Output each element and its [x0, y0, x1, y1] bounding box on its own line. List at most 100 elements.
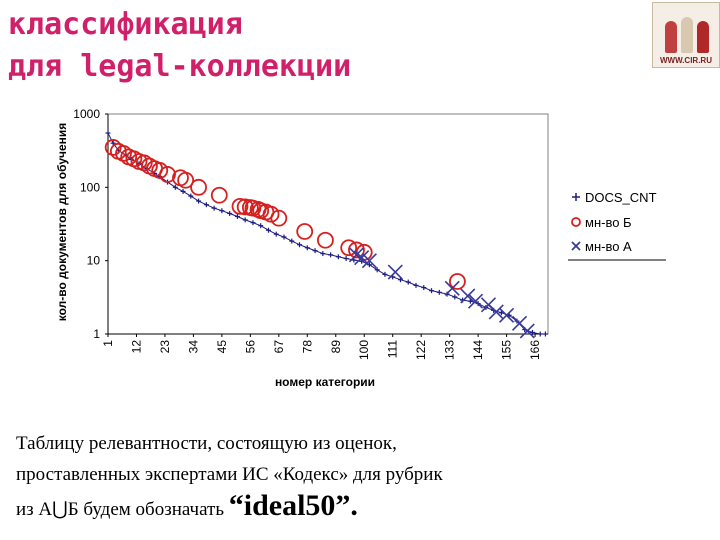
x-tick-label: 12: [129, 340, 143, 354]
set-b-point: [236, 198, 254, 216]
set-a-point: [499, 307, 515, 323]
set-b-point: [348, 241, 365, 259]
legend-marker-plus: [572, 193, 580, 201]
x-tick-label: 155: [500, 340, 514, 360]
legend-marker-x: [571, 241, 581, 251]
legend-item-docs-cnt: DOCS_CNT: [572, 190, 657, 205]
x-tick-labels: 1 12 23 34 45 56 67 78 89 100 111 122 133 144 155 166: [101, 334, 542, 360]
x-tick-label: 56: [243, 340, 257, 354]
set-a-point: [361, 253, 377, 269]
caption-line-3: из А⋃Б будем обозначать “ideal50”.: [16, 490, 706, 525]
set-a-point: [444, 280, 460, 296]
docs-cnt-point: [436, 289, 442, 295]
x-axis-label: номер категории: [275, 375, 375, 389]
set-a-point: [519, 323, 535, 339]
docs-cnt-point: [335, 254, 341, 260]
docs-cnt-point: [452, 294, 458, 300]
docs-cnt-point: [382, 271, 388, 277]
set-a-point: [488, 304, 504, 320]
legend: DOCS_CNT мн-во Б мн-во А: [568, 190, 666, 261]
docs-cnt-point: [188, 193, 194, 199]
y-tick-labels: 1 10 100 1000: [73, 107, 108, 341]
x-tick-label: 23: [158, 340, 172, 354]
docs-cnt-point: [312, 248, 318, 254]
docs-cnt-point: [273, 231, 279, 237]
legend-label-docs-cnt: DOCS_CNT: [585, 190, 657, 205]
legend-item-set-b: мн-во Б: [571, 215, 632, 230]
legend-label-set-b: мн-во Б: [585, 215, 632, 230]
docs-cnt-point: [289, 238, 295, 244]
set-b-point: [317, 231, 334, 249]
x-tick-label: 1: [101, 340, 115, 347]
x-tick-label: 111: [386, 340, 400, 359]
docs-cnt-point: [405, 279, 411, 285]
set-b-point: [159, 166, 176, 183]
set-b-point: [151, 162, 169, 179]
docs-cnt-point: [297, 242, 303, 248]
docs-cnt-point: [374, 267, 380, 273]
x-tick-label: 100: [357, 340, 371, 360]
docs-cnt-point: [227, 210, 233, 216]
x-tick-label: 45: [215, 340, 229, 354]
set-b-point: [231, 197, 249, 215]
set-a-point: [467, 293, 484, 309]
y-tick-label: 10: [87, 254, 101, 268]
set-b-point: [296, 223, 314, 240]
set-b-point: [190, 178, 207, 196]
docs-cnt-point: [413, 282, 419, 288]
logo-figure-middle: [681, 17, 693, 53]
docs-cnt-point: [421, 285, 427, 291]
docs-cnt-point: [234, 214, 240, 220]
set-a-point: [387, 264, 403, 280]
legend-item-set-a: мн-во А: [571, 239, 632, 254]
x-tick-label: 144: [471, 340, 485, 360]
x-tick-label: 122: [414, 340, 428, 360]
docs-cnt-point: [320, 251, 326, 257]
logo-figure-left: [665, 21, 677, 53]
set-a-point: [354, 250, 370, 266]
docs-cnt-point: [281, 234, 287, 240]
docs-cnt-point: [172, 184, 178, 190]
docs-cnt-point: [537, 331, 543, 337]
docs-cnt-point: [196, 198, 202, 204]
x-tick-label: 67: [272, 340, 286, 354]
set-b-point: [449, 273, 466, 290]
site-logo: WWW.CIR.RU: [652, 2, 720, 68]
docs-cnt-point: [429, 288, 435, 294]
set-a-point: [460, 288, 476, 304]
logo-text: WWW.CIR.RU: [660, 56, 712, 65]
caption-mid: Б будем обозначать: [67, 499, 229, 520]
docs-cnt-point: [328, 252, 334, 258]
series-set-a: [348, 247, 535, 339]
x-tick-label: 133: [443, 340, 457, 360]
docs-cnt-point: [242, 217, 248, 223]
docs-cnt-point: [542, 331, 548, 337]
docs-cnt-point: [203, 202, 209, 208]
y-tick-label: 1000: [73, 107, 100, 121]
docs-cnt-point: [250, 220, 256, 226]
caption-line-2: проставленных экспертами ИС «Кодекс» для…: [16, 464, 443, 485]
category-distribution-chart: 1 12 23 34 45 56 67 78 89 100 111 122 133 144 155 166 1…: [55, 107, 666, 389]
series-set-b: [104, 139, 466, 290]
x-tick-label: 34: [186, 340, 200, 354]
set-b-point: [115, 145, 132, 162]
title-line-2: для legal-коллекции: [8, 49, 352, 84]
caption-prefix: из А: [16, 499, 53, 520]
docs-cnt-point: [258, 223, 264, 229]
docs-cnt-point: [211, 205, 217, 211]
set-b-point: [270, 209, 288, 227]
y-tick-label: 1: [93, 327, 100, 341]
docs-cnt-point: [180, 188, 186, 194]
docs-cnt-point: [105, 130, 111, 136]
set-a-point: [348, 247, 365, 263]
union-symbol: ⋃: [52, 499, 68, 520]
set-b-point: [210, 186, 228, 204]
docs-cnt-point: [219, 208, 225, 214]
x-tick-label: 78: [300, 340, 314, 354]
caption-line-1: Таблицу релевантности, состоящую из оцен…: [16, 433, 397, 454]
y-tick-label: 100: [80, 180, 100, 194]
x-tick-label: 166: [528, 340, 542, 360]
docs-cnt-point: [304, 245, 310, 251]
docs-cnt-point: [343, 256, 349, 262]
docs-cnt-point: [265, 227, 271, 233]
